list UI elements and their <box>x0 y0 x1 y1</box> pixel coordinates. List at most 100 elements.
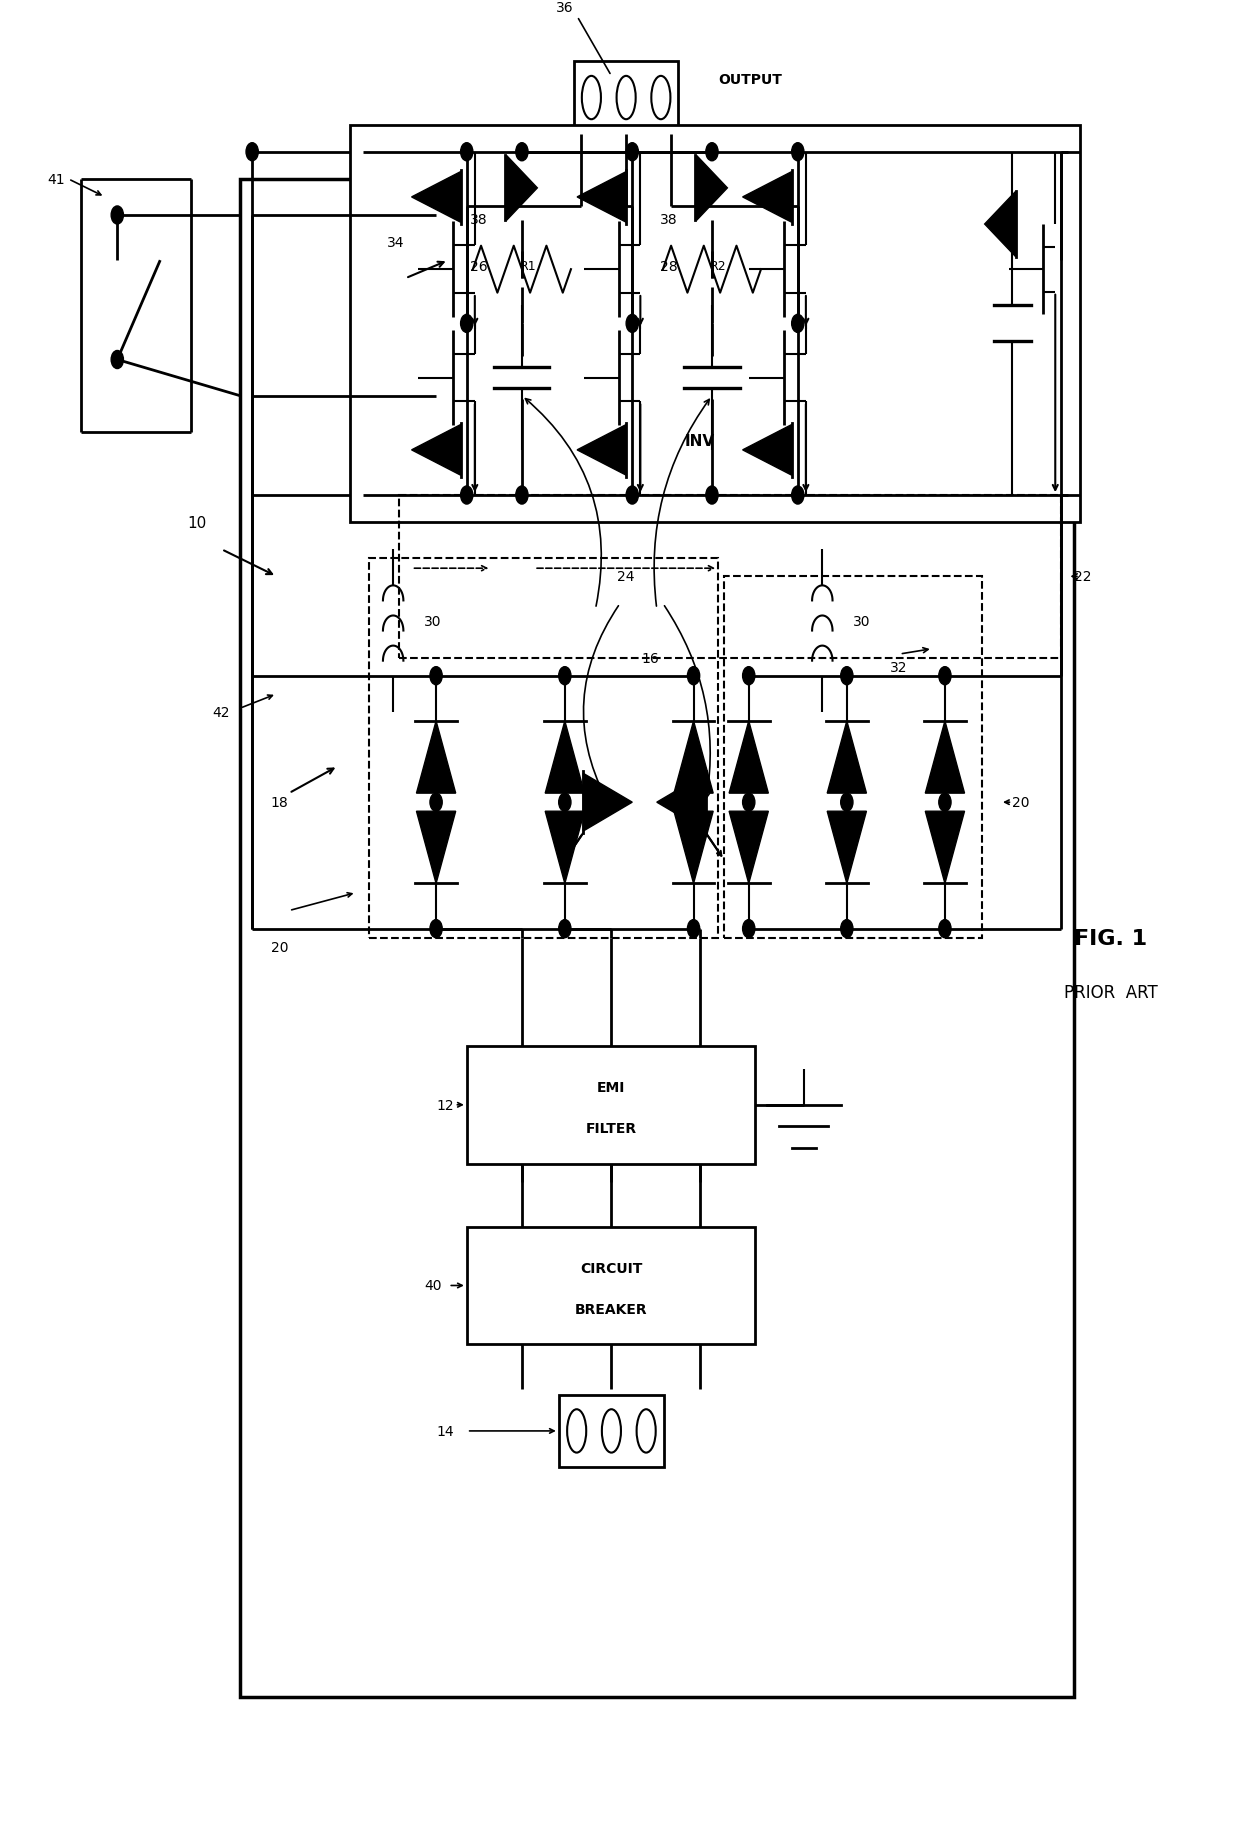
Text: 30: 30 <box>424 615 441 628</box>
Bar <box>399 495 1061 658</box>
Polygon shape <box>675 721 713 793</box>
Circle shape <box>112 207 124 225</box>
Text: OUTPUT: OUTPUT <box>718 74 782 87</box>
Circle shape <box>939 920 951 939</box>
Text: 20: 20 <box>270 941 288 954</box>
Text: PRIOR  ART: PRIOR ART <box>1064 983 1157 1002</box>
Polygon shape <box>417 811 456 883</box>
Text: BREAKER: BREAKER <box>575 1303 647 1316</box>
Text: 28: 28 <box>660 259 678 274</box>
Text: 38: 38 <box>660 213 678 227</box>
Text: INV: INV <box>684 434 714 449</box>
Text: FIG. 1: FIG. 1 <box>1074 928 1147 948</box>
Ellipse shape <box>582 78 601 120</box>
Text: 42: 42 <box>213 706 231 719</box>
Circle shape <box>559 667 570 686</box>
Polygon shape <box>506 157 537 222</box>
Text: CIRCUIT: CIRCUIT <box>580 1260 642 1275</box>
Circle shape <box>706 144 718 161</box>
Polygon shape <box>697 157 728 222</box>
Circle shape <box>841 667 853 686</box>
Polygon shape <box>577 172 626 224</box>
Circle shape <box>430 793 443 811</box>
Polygon shape <box>925 721 965 793</box>
Bar <box>724 577 982 939</box>
Bar <box>574 63 678 135</box>
Text: 40: 40 <box>425 1279 443 1294</box>
Circle shape <box>743 667 755 686</box>
Bar <box>350 126 1080 523</box>
Polygon shape <box>985 192 1016 257</box>
Ellipse shape <box>567 1410 587 1453</box>
Polygon shape <box>729 811 769 883</box>
Text: 18: 18 <box>270 796 289 809</box>
Text: 38: 38 <box>470 213 487 227</box>
Text: 12: 12 <box>436 1098 455 1112</box>
Circle shape <box>687 667 699 686</box>
Circle shape <box>460 316 472 333</box>
Circle shape <box>460 144 472 161</box>
Circle shape <box>430 667 443 686</box>
Text: 10: 10 <box>187 516 207 530</box>
Polygon shape <box>583 774 632 832</box>
Circle shape <box>559 793 570 811</box>
Bar <box>368 558 718 939</box>
Polygon shape <box>412 425 460 477</box>
Text: EMI: EMI <box>598 1081 626 1094</box>
Circle shape <box>687 920 699 939</box>
Circle shape <box>791 144 804 161</box>
Circle shape <box>430 920 443 939</box>
Ellipse shape <box>601 1410 621 1453</box>
Text: 24: 24 <box>618 569 635 584</box>
Text: R1: R1 <box>520 261 537 274</box>
Text: 16: 16 <box>642 650 660 665</box>
Polygon shape <box>743 172 791 224</box>
Circle shape <box>791 486 804 505</box>
Circle shape <box>626 316 639 333</box>
Circle shape <box>559 920 570 939</box>
Bar <box>466 1046 755 1164</box>
Polygon shape <box>743 425 791 477</box>
Text: 41: 41 <box>47 172 64 187</box>
Circle shape <box>626 144 639 161</box>
Polygon shape <box>546 811 584 883</box>
Polygon shape <box>925 811 965 883</box>
Circle shape <box>516 144 528 161</box>
Polygon shape <box>546 721 584 793</box>
Text: 14: 14 <box>436 1425 455 1438</box>
Ellipse shape <box>636 1410 656 1453</box>
Text: 20: 20 <box>1012 796 1030 809</box>
Polygon shape <box>827 721 867 793</box>
Polygon shape <box>417 721 456 793</box>
Circle shape <box>841 920 853 939</box>
Text: 30: 30 <box>853 615 870 628</box>
Circle shape <box>706 486 718 505</box>
Polygon shape <box>657 774 706 832</box>
Bar <box>559 1395 663 1467</box>
Bar <box>466 1227 755 1345</box>
Circle shape <box>687 793 699 811</box>
Circle shape <box>841 793 853 811</box>
Text: R2: R2 <box>709 261 727 274</box>
Text: 22: 22 <box>1074 569 1091 584</box>
Ellipse shape <box>616 78 636 120</box>
Text: 32: 32 <box>890 660 908 675</box>
Circle shape <box>743 793 755 811</box>
Circle shape <box>460 486 472 505</box>
Circle shape <box>112 351 124 370</box>
Ellipse shape <box>651 78 671 120</box>
Polygon shape <box>827 811 867 883</box>
Text: 36: 36 <box>556 2 574 15</box>
Circle shape <box>939 667 951 686</box>
Polygon shape <box>412 172 460 224</box>
Circle shape <box>516 486 528 505</box>
Bar <box>239 179 1074 1696</box>
Circle shape <box>791 316 804 333</box>
Circle shape <box>246 144 258 161</box>
Text: FILTER: FILTER <box>585 1122 637 1137</box>
Polygon shape <box>577 425 626 477</box>
Polygon shape <box>675 811 713 883</box>
Circle shape <box>939 793 951 811</box>
Circle shape <box>626 486 639 505</box>
Text: 34: 34 <box>387 237 404 249</box>
